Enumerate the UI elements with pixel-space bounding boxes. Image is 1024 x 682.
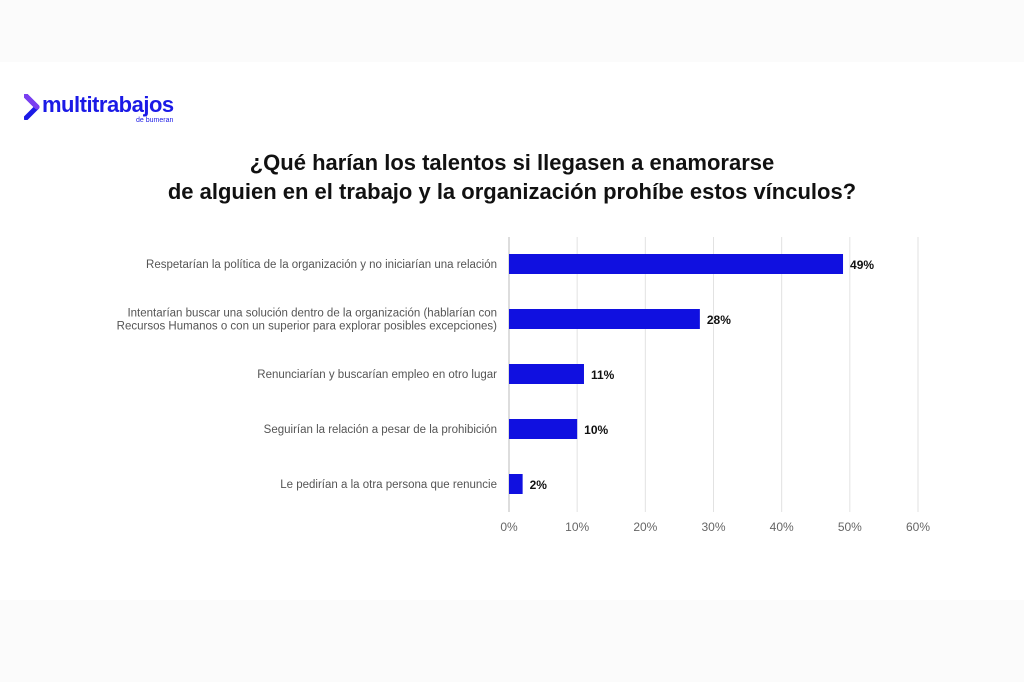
x-tick-label: 50% [838, 520, 862, 534]
x-tick-label: 60% [906, 520, 930, 534]
bar [509, 419, 578, 439]
x-tick-label: 30% [701, 520, 725, 534]
bar [509, 309, 700, 329]
category-label: Seguirían la relación a pesar de la proh… [264, 424, 497, 436]
chevron-logo-icon [24, 94, 40, 120]
x-tick-label: 20% [633, 520, 657, 534]
brand-logo: multitrabajos de bumeran [24, 90, 204, 130]
data-label: 28% [707, 313, 731, 327]
chart-title-line-2: de alguien en el trabajo y la organizaci… [167, 179, 857, 204]
x-tick-label: 40% [770, 520, 794, 534]
bar [509, 364, 584, 384]
bottom-band [0, 600, 1024, 682]
category-label: Renunciarían y buscarían empleo en otro … [257, 369, 497, 381]
category-label: Respetarían la política de la organizaci… [146, 259, 497, 271]
bar [509, 474, 523, 494]
chart-title: ¿Qué harían los talentos si llegasen a e… [0, 148, 1024, 206]
chart-title-line-1: ¿Qué harían los talentos si llegasen a e… [249, 150, 775, 175]
category-label: Le pedirían a la otra persona que renunc… [280, 479, 497, 491]
data-label: 2% [530, 478, 548, 492]
data-label: 10% [584, 423, 608, 437]
x-tick-label: 10% [565, 520, 589, 534]
brand-tagline: de bumeran [136, 117, 174, 124]
x-tick-label: 0% [500, 520, 518, 534]
data-label: 49% [850, 258, 874, 272]
brand-name: multitrabajos [42, 92, 174, 117]
bar [509, 254, 844, 274]
category-label: Intentarían buscar una solución dentro d… [117, 308, 498, 333]
data-label: 11% [591, 368, 615, 382]
top-band [0, 0, 1024, 62]
